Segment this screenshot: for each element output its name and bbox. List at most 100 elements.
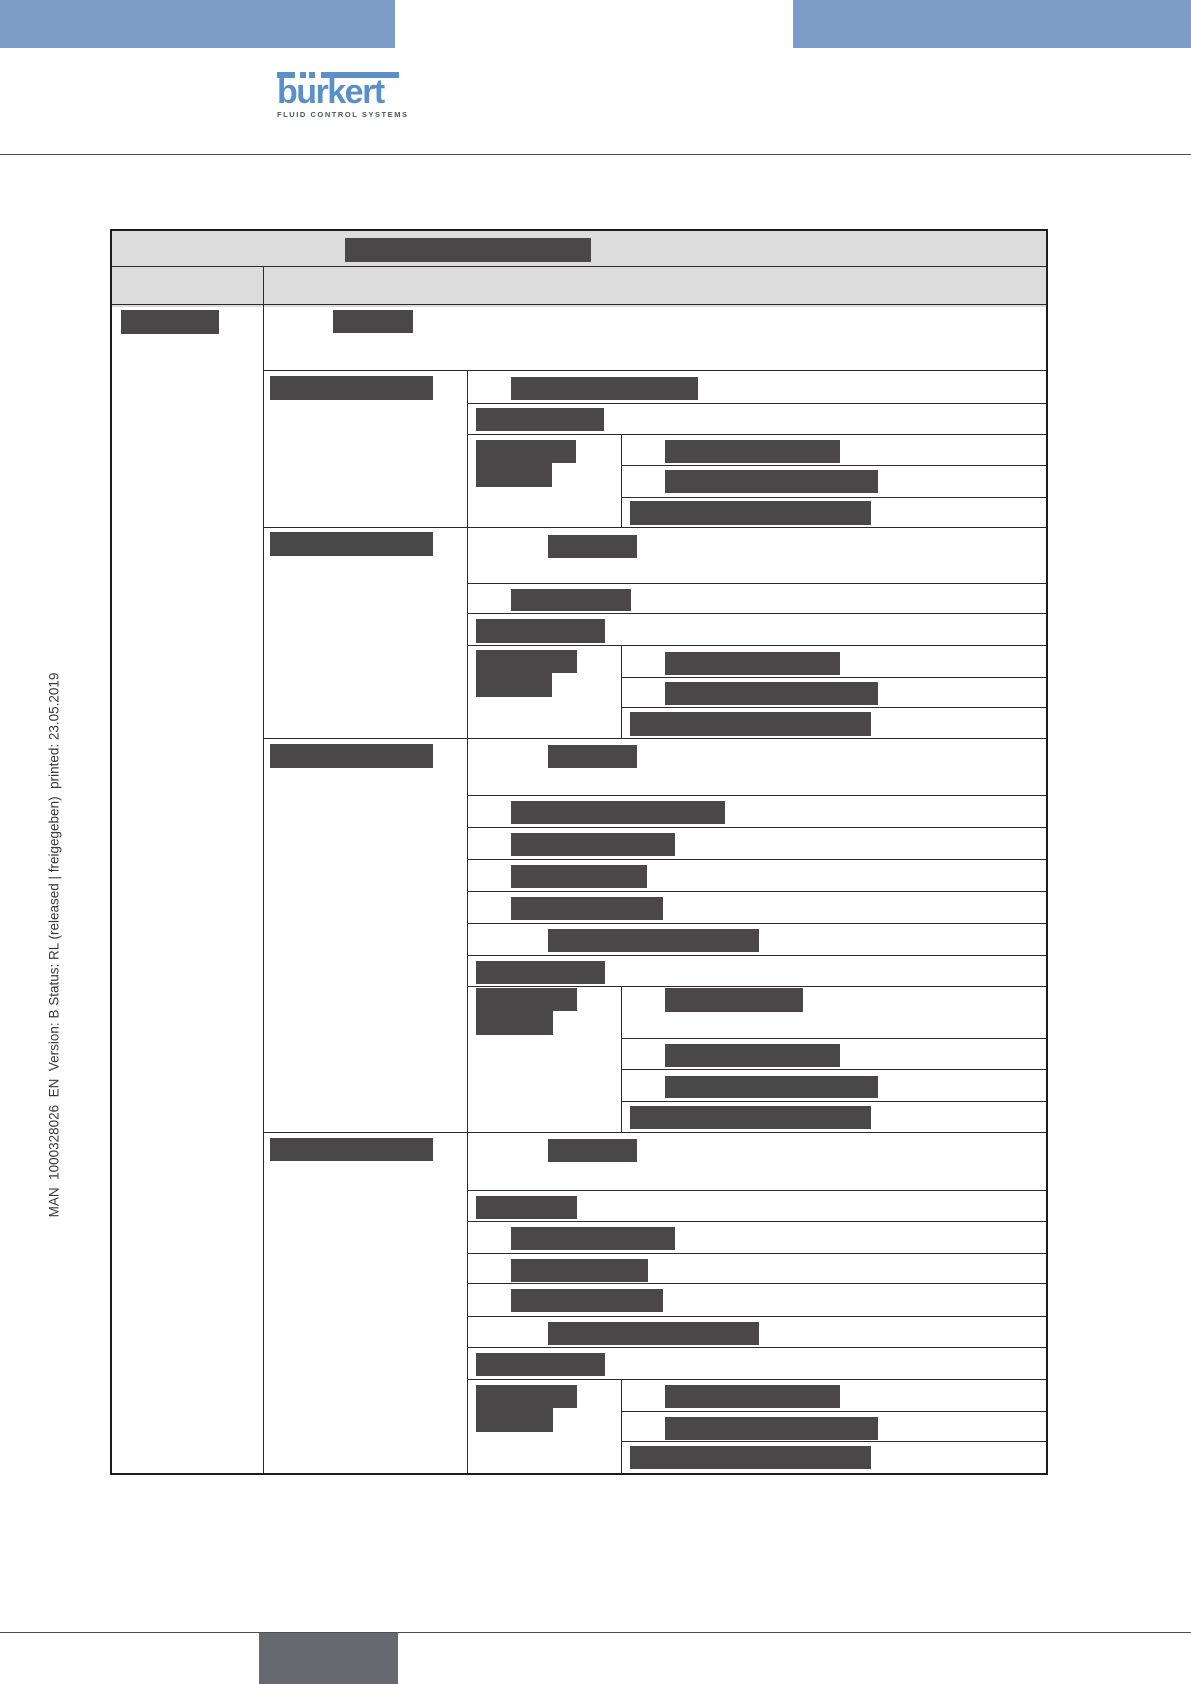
logo-bar-short — [277, 72, 295, 78]
table-grid-hline — [263, 370, 1046, 371]
logo-tagline: FLUID CONTROL SYSTEMS — [277, 110, 409, 119]
redaction-s3-row6 — [476, 961, 605, 984]
redaction-s3-left-line2 — [476, 1011, 553, 1035]
table-grid-hline — [621, 465, 1046, 466]
table-grid-vline — [621, 986, 622, 1132]
logo-umlaut-dot — [309, 72, 315, 78]
table-grid-hline — [467, 1379, 1046, 1380]
table-grid-hline — [467, 859, 1046, 860]
table-grid-hline — [467, 1253, 1046, 1254]
redaction-s4-row4 — [511, 1289, 663, 1312]
table-grid-hline — [467, 645, 1046, 646]
redaction-s3-sub2 — [665, 1044, 840, 1067]
table-grid-hline — [467, 434, 1046, 435]
redaction-intro — [333, 310, 413, 333]
header-bar-left — [0, 0, 395, 48]
redaction-s3-row4 — [511, 897, 663, 920]
logo-bar-long — [321, 72, 399, 78]
table-grid-hline — [263, 527, 1046, 528]
redaction-s1-sub1 — [665, 440, 840, 463]
redaction-s1-row1 — [511, 377, 698, 400]
table-grid-hline — [621, 707, 1046, 708]
table-grid-vline — [467, 370, 468, 1473]
redaction-s4-row2 — [511, 1227, 675, 1250]
table-grid-hline — [621, 1038, 1046, 1039]
table-grid-vline — [621, 1379, 622, 1473]
table-grid-hline — [621, 677, 1046, 678]
table-grid-hline — [467, 827, 1046, 828]
redaction-s3-row2 — [511, 833, 675, 856]
logo-umlaut-bar — [277, 72, 399, 78]
table-grid-hline — [263, 1132, 1046, 1133]
footer-rule — [0, 1632, 1191, 1633]
table-grid-vline — [621, 645, 622, 738]
redaction-s2-label — [270, 532, 433, 556]
redaction-s1-sub3 — [630, 501, 871, 525]
table-grid-hline — [467, 613, 1046, 614]
table-grid-hline — [112, 266, 1046, 267]
table-grid-vline — [621, 434, 622, 527]
table-grid-hline — [621, 497, 1046, 498]
table-grid-hline — [263, 738, 1046, 739]
redaction-s2-row2 — [476, 619, 605, 643]
table-grid-hline — [467, 403, 1046, 404]
redaction-s3-row1 — [511, 801, 725, 824]
redaction-s1-left-line1 — [476, 440, 576, 463]
redaction-s1-label — [270, 376, 433, 400]
redaction-s3-label — [270, 744, 433, 768]
redaction-s3-sub1 — [665, 988, 803, 1012]
redaction-s4-sub2 — [665, 1417, 878, 1440]
redaction-s2-row1 — [511, 589, 631, 611]
redaction-s2-type — [548, 535, 637, 558]
redaction-s4-type — [548, 1139, 637, 1162]
table-grid-hline — [467, 986, 1046, 987]
redaction-s4-left-line2 — [476, 1408, 553, 1432]
redaction-s3-sub3 — [665, 1076, 878, 1098]
header-rule — [0, 154, 1191, 155]
table-grid-hline — [467, 891, 1046, 892]
redaction-s3-left-line1 — [476, 988, 577, 1011]
redaction-s1-row2 — [476, 408, 604, 431]
table-grid-hline — [621, 1411, 1046, 1412]
table-grid-hline — [467, 923, 1046, 924]
redaction-s4-row5 — [548, 1322, 759, 1345]
table-grid-hline — [467, 1316, 1046, 1317]
footer-block — [259, 1633, 398, 1684]
logo-wordmark: burkert — [277, 73, 385, 111]
table-grid-hline — [467, 1283, 1046, 1284]
redaction-s2-left-line2 — [476, 673, 552, 697]
burkert-logo: burkert FLUID CONTROL SYSTEMS — [277, 70, 409, 119]
table-grid-hline — [467, 583, 1046, 584]
table-grid-hline — [467, 795, 1046, 796]
spec-table — [110, 229, 1048, 1475]
redaction-s3-row5 — [548, 929, 759, 952]
redaction-s2-left-line1 — [476, 650, 577, 673]
redaction-s2-sub2 — [665, 682, 878, 705]
redaction-s1-left-line2 — [476, 463, 552, 487]
table-grid-vline — [263, 266, 264, 1473]
redaction-s4-row1 — [476, 1196, 577, 1219]
redaction-header-title — [345, 238, 591, 262]
redaction-s4-left-line1 — [476, 1385, 577, 1408]
redaction-col1-designation — [121, 310, 219, 334]
logo-umlaut-dot — [300, 72, 306, 78]
redaction-s3-sub4 — [630, 1106, 871, 1129]
table-grid-hline — [621, 1101, 1046, 1102]
table-grid-hline — [467, 1221, 1046, 1222]
table-grid-hline — [621, 1069, 1046, 1070]
redaction-s4-row3 — [511, 1259, 648, 1282]
redaction-s2-sub3 — [630, 712, 871, 736]
redaction-s3-row3 — [511, 865, 647, 888]
table-grid-hline — [467, 955, 1046, 956]
table-grid-hline — [467, 1190, 1046, 1191]
header-bar-right — [793, 0, 1191, 48]
redaction-s4-sub1 — [665, 1385, 840, 1408]
table-grid-hline — [112, 304, 1046, 305]
sidebar-vertical-text-label: MAN 1000328026 EN Version: B Status: RL … — [46, 672, 62, 1218]
redaction-s3-type — [548, 745, 637, 768]
redaction-s2-sub1 — [665, 652, 840, 675]
redaction-s4-label — [270, 1138, 433, 1161]
table-grid-hline — [467, 1347, 1046, 1348]
redaction-s4-row6 — [476, 1353, 605, 1376]
redaction-s1-sub2 — [665, 470, 878, 493]
